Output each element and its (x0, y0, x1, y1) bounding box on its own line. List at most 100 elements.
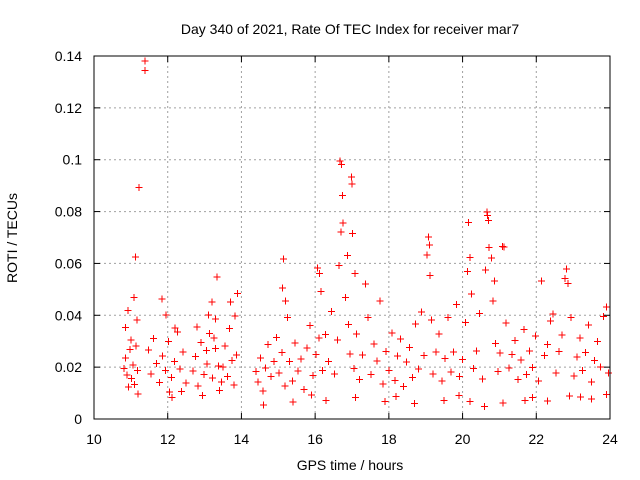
data-point (391, 376, 399, 384)
data-point (464, 218, 472, 226)
data-point (496, 349, 504, 357)
data-point (492, 339, 500, 347)
plot-frame (93, 55, 611, 420)
data-point (313, 264, 321, 272)
data-point (484, 217, 492, 225)
y-axis-title: ROTI / TECUs (4, 193, 20, 283)
data-point (558, 331, 566, 339)
data-point (591, 356, 599, 364)
data-point (467, 290, 475, 298)
data-point (141, 66, 149, 74)
data-point (425, 233, 433, 241)
data-point (367, 371, 375, 379)
data-point (259, 387, 267, 395)
data-point (385, 367, 393, 375)
data-point (162, 311, 170, 319)
data-point (288, 377, 296, 385)
data-point (159, 352, 167, 360)
data-point (133, 367, 141, 375)
data-point (447, 368, 455, 376)
data-point (150, 334, 158, 342)
data-point (602, 391, 610, 399)
data-point (459, 356, 467, 364)
data-point (381, 398, 389, 406)
data-point (145, 346, 153, 354)
x-tick-label: 22 (528, 431, 544, 447)
data-point (315, 334, 323, 342)
data-point (158, 295, 166, 303)
data-point (275, 369, 283, 377)
data-point (289, 398, 297, 406)
data-point (540, 352, 548, 360)
data-point (376, 297, 384, 305)
data-point (209, 374, 217, 382)
data-point (426, 272, 434, 280)
data-point (215, 362, 223, 370)
data-point (429, 370, 437, 378)
data-point (189, 367, 197, 375)
data-point (403, 358, 411, 366)
data-point (529, 364, 537, 372)
data-point (173, 328, 181, 336)
data-point (546, 317, 554, 325)
data-point (579, 366, 587, 374)
data-point (502, 319, 510, 327)
data-point (577, 393, 585, 401)
data-point (344, 320, 352, 328)
data-point (226, 325, 234, 333)
data-point (440, 396, 448, 404)
data-point (352, 330, 360, 338)
data-point (602, 303, 610, 311)
data-point (213, 273, 221, 281)
data-point (462, 319, 470, 327)
y-tick-label: 0.14 (55, 48, 82, 64)
data-point (582, 349, 590, 357)
data-point (456, 372, 464, 380)
data-point (455, 391, 463, 399)
data-point (128, 374, 136, 382)
data-point (537, 277, 545, 285)
data-point (123, 371, 131, 379)
data-point (324, 357, 332, 365)
data-point (444, 313, 452, 321)
data-point (464, 268, 472, 276)
data-point (483, 208, 491, 216)
data-point (364, 313, 372, 321)
data-point (514, 375, 522, 383)
y-tick-label: 0.04 (55, 307, 82, 323)
data-point (303, 344, 311, 352)
data-point (218, 378, 226, 386)
data-point (599, 313, 607, 321)
data-point (223, 373, 231, 381)
data-point (588, 378, 596, 386)
data-point (219, 363, 227, 371)
data-point (132, 342, 140, 350)
data-point (405, 343, 413, 351)
data-point (593, 338, 601, 346)
plot-border (93, 55, 611, 420)
data-point (167, 373, 175, 381)
data-point (511, 337, 519, 345)
data-point (319, 366, 327, 374)
data-point (521, 397, 529, 405)
data-point (337, 228, 345, 236)
data-point (561, 274, 569, 282)
data-point (212, 315, 220, 323)
data-point (279, 284, 287, 292)
data-point (281, 382, 289, 390)
data-point (481, 266, 489, 274)
data-point (588, 395, 596, 403)
data-point (228, 357, 236, 365)
x-tick-label: 18 (381, 431, 397, 447)
data-point (344, 251, 352, 259)
data-point (425, 241, 433, 249)
data-point (270, 358, 278, 366)
data-point (204, 311, 212, 319)
data-point (336, 157, 344, 165)
data-point (585, 321, 593, 329)
data-point (543, 341, 551, 349)
data-point (341, 294, 349, 302)
data-point (125, 383, 133, 391)
data-point (484, 211, 492, 219)
data-point (523, 370, 531, 378)
